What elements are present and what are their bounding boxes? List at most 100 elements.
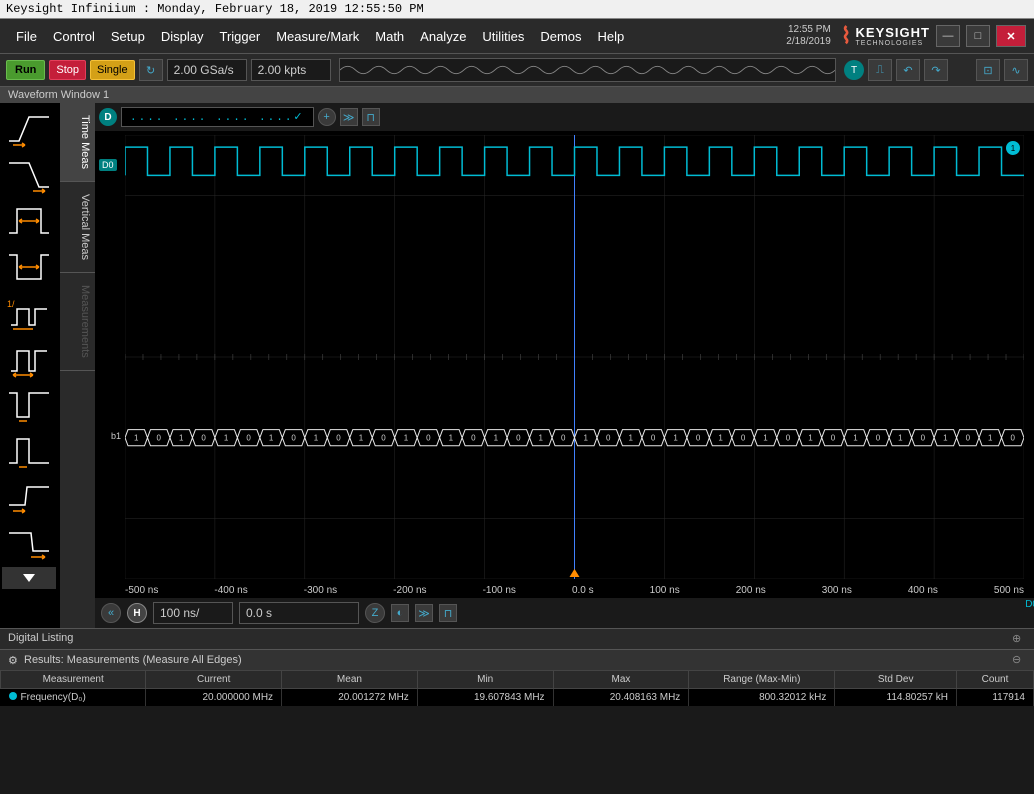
- menu-display[interactable]: Display: [153, 26, 212, 47]
- autoscale-icon[interactable]: ∿: [1004, 59, 1028, 81]
- table-cell: 800.32012 kHz: [689, 689, 835, 707]
- results-header[interactable]: ⚙ Results: Measurements (Measure All Edg…: [0, 650, 1034, 670]
- period-tool[interactable]: [2, 337, 56, 381]
- menu-setup[interactable]: Setup: [103, 26, 153, 47]
- collapse-results-icon[interactable]: ⊖: [1012, 653, 1026, 667]
- measurement-sidebar: 1/ Time Meas Vertical Meas Measurements: [0, 103, 95, 628]
- pulse-width-pos-tool[interactable]: [2, 199, 56, 243]
- trigger-indicator[interactable]: T: [844, 60, 864, 80]
- knob-icon[interactable]: ◐: [391, 604, 409, 622]
- results-column-header[interactable]: Min: [417, 671, 553, 689]
- maximize-button[interactable]: □: [966, 25, 990, 47]
- fall-time-tool[interactable]: [2, 153, 56, 197]
- table-cell: 20.001272 MHz: [282, 689, 418, 707]
- gear-icon[interactable]: ⚙: [8, 654, 20, 666]
- menu-demos[interactable]: Demos: [532, 26, 589, 47]
- expand-h-icon[interactable]: ≫: [415, 604, 433, 622]
- menu-analyze[interactable]: Analyze: [412, 26, 474, 47]
- results-column-header[interactable]: Measurement: [1, 671, 146, 689]
- sample-rate-field[interactable]: 2.00 GSa/s: [167, 59, 247, 81]
- keysight-sub: TECHNOLOGIES: [856, 40, 930, 47]
- results-column-header[interactable]: Range (Max-Min): [689, 671, 835, 689]
- table-cell: 20.408163 MHz: [553, 689, 689, 707]
- duty-pos-tool[interactable]: [2, 383, 56, 427]
- menu-help[interactable]: Help: [590, 26, 633, 47]
- svg-text:0: 0: [426, 434, 431, 443]
- undo-icon[interactable]: ↶: [896, 59, 920, 81]
- edge-icon[interactable]: ⎍: [868, 59, 892, 81]
- minimize-button[interactable]: —: [936, 25, 960, 47]
- x-tick: 300 ns: [822, 585, 852, 596]
- single-button[interactable]: Single: [90, 60, 135, 80]
- channel-d0-label[interactable]: D0: [99, 159, 117, 171]
- svg-text:0: 0: [381, 434, 386, 443]
- collapse-left-icon[interactable]: «: [101, 603, 121, 623]
- menu-control[interactable]: Control: [45, 26, 103, 47]
- svg-text:0: 0: [336, 434, 341, 443]
- bus-display[interactable]: .... .... .... ....✓: [121, 107, 314, 127]
- tab-measurements[interactable]: Measurements: [60, 273, 95, 371]
- svg-text:1: 1: [853, 434, 858, 443]
- redo-icon[interactable]: ↷: [924, 59, 948, 81]
- run-button[interactable]: Run: [6, 60, 45, 80]
- menu-file[interactable]: File: [8, 26, 45, 47]
- svg-text:1: 1: [763, 434, 768, 443]
- channel-marker-1[interactable]: 1: [1006, 141, 1020, 155]
- results-column-header[interactable]: Mean: [282, 671, 418, 689]
- plot-container: D .... .... .... ....✓ + ≫ ⊓ D0 b1 10101…: [95, 103, 1034, 628]
- menu-trigger[interactable]: Trigger: [211, 26, 268, 47]
- digital-listing-header[interactable]: Digital Listing ⊕: [0, 628, 1034, 650]
- waveform-plot[interactable]: D0 b1 1010101010101010101010101010101010…: [125, 135, 1024, 579]
- svg-text:1: 1: [179, 434, 184, 443]
- frequency-tool[interactable]: 1/: [2, 291, 56, 335]
- svg-text:1: 1: [134, 434, 139, 443]
- x-tick: -500 ns: [125, 585, 158, 596]
- x-tick: 0.0 s: [572, 585, 594, 596]
- refresh-icon[interactable]: ↻: [139, 59, 163, 81]
- results-column-header[interactable]: Current: [146, 671, 282, 689]
- menu-utilities[interactable]: Utilities: [474, 26, 532, 47]
- results-column-header[interactable]: Std Dev: [835, 671, 957, 689]
- zoom-tool-icon[interactable]: ⊡: [976, 59, 1000, 81]
- table-cell: Frequency(D₀): [1, 689, 146, 707]
- pin-h-icon[interactable]: ⊓: [439, 604, 457, 622]
- pin-icon[interactable]: ⊓: [362, 108, 380, 126]
- main-toolbar: Run Stop Single ↻ 2.00 GSa/s 2.00 kpts T…: [0, 54, 1034, 87]
- svg-text:1: 1: [673, 434, 678, 443]
- stop-button[interactable]: Stop: [49, 60, 86, 80]
- tab-vertical-meas[interactable]: Vertical Meas: [60, 182, 95, 273]
- svg-text:1: 1: [988, 434, 993, 443]
- zoom-badge[interactable]: Z: [365, 603, 385, 623]
- horizontal-badge[interactable]: H: [127, 603, 147, 623]
- menu-math[interactable]: Math: [367, 26, 412, 47]
- svg-text:1/: 1/: [7, 299, 15, 309]
- tab-time-meas[interactable]: Time Meas: [60, 103, 95, 182]
- digital-badge[interactable]: D: [99, 108, 117, 126]
- time-pos-field[interactable]: 0.0 s: [239, 602, 359, 624]
- svg-text:0: 0: [651, 434, 656, 443]
- x-tick: -400 ns: [214, 585, 247, 596]
- svg-text:0: 0: [921, 434, 926, 443]
- menu-bar: File Control Setup Display Trigger Measu…: [0, 19, 1034, 54]
- pulse-width-neg-tool[interactable]: [2, 245, 56, 289]
- measurement-tools: 1/: [0, 103, 60, 628]
- duty-neg-tool[interactable]: [2, 429, 56, 473]
- collapse-digital-icon[interactable]: ⊕: [1012, 632, 1026, 646]
- edge-rise-tool[interactable]: [2, 475, 56, 519]
- results-column-header[interactable]: Count: [957, 671, 1034, 689]
- waveform-window-label: Waveform Window 1: [0, 87, 1034, 103]
- close-button[interactable]: ✕: [996, 25, 1026, 47]
- time-div-field[interactable]: 100 ns/: [153, 602, 233, 624]
- rise-time-tool[interactable]: [2, 107, 56, 151]
- window-title-bar: Keysight Infiniium : Monday, February 18…: [0, 0, 1034, 19]
- menu-measure-mark[interactable]: Measure/Mark: [268, 26, 367, 47]
- expand-icon[interactable]: ≫: [340, 108, 358, 126]
- digital-listing-label: Digital Listing: [8, 632, 73, 646]
- results-column-header[interactable]: Max: [553, 671, 689, 689]
- keysight-brand: KEYSIGHT: [856, 25, 930, 40]
- svg-text:0: 0: [831, 434, 836, 443]
- more-tools-dropdown[interactable]: [2, 567, 56, 589]
- table-row[interactable]: Frequency(D₀)20.000000 MHz20.001272 MHz1…: [1, 689, 1034, 707]
- add-channel-icon[interactable]: +: [318, 108, 336, 126]
- points-field[interactable]: 2.00 kpts: [251, 59, 331, 81]
